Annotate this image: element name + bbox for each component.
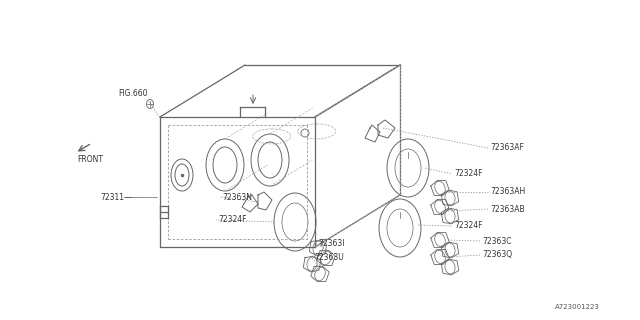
Text: 72324F: 72324F bbox=[454, 221, 483, 230]
Text: A723001223: A723001223 bbox=[555, 304, 600, 310]
Text: 72363U: 72363U bbox=[314, 253, 344, 262]
Text: 72363AH: 72363AH bbox=[490, 188, 525, 196]
Text: 72324F: 72324F bbox=[454, 170, 483, 179]
Text: 72363Q: 72363Q bbox=[482, 251, 512, 260]
Text: 72363N: 72363N bbox=[222, 193, 252, 202]
Text: 72324F: 72324F bbox=[218, 214, 246, 223]
Text: 72311—: 72311— bbox=[100, 193, 132, 202]
Text: FIG.660: FIG.660 bbox=[118, 89, 147, 98]
Text: FRONT: FRONT bbox=[77, 156, 103, 164]
Text: 72363AF: 72363AF bbox=[490, 143, 524, 153]
Text: 72363I: 72363I bbox=[318, 238, 344, 247]
Text: 72363C: 72363C bbox=[482, 236, 511, 245]
Text: 72363AB: 72363AB bbox=[490, 204, 525, 213]
